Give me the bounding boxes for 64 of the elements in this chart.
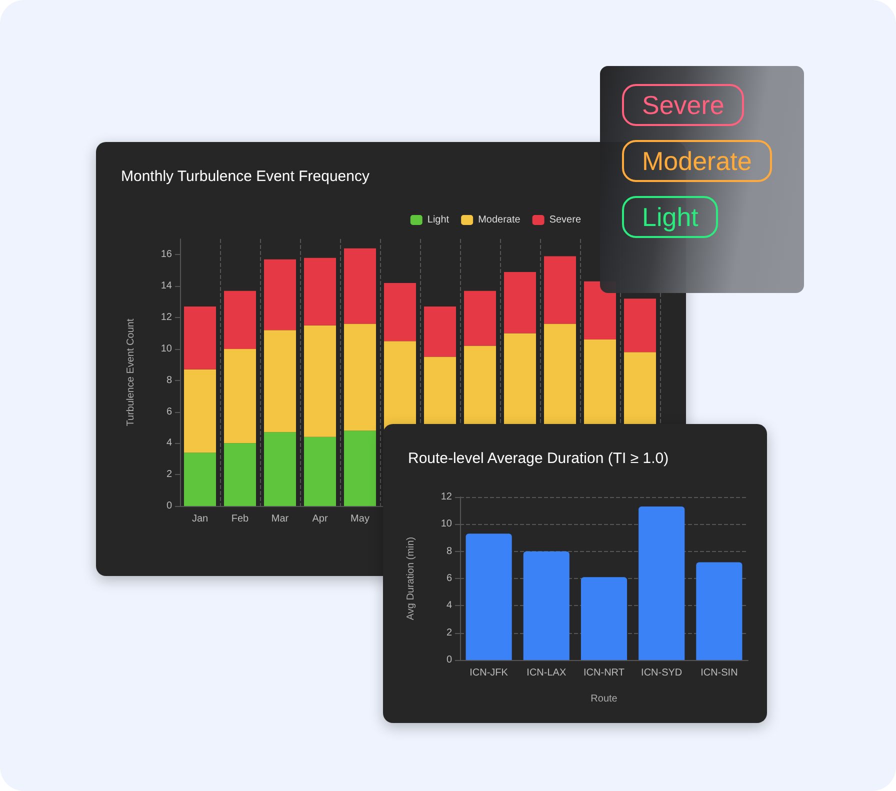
y-axis-title: Avg Duration (min) (406, 536, 416, 620)
bar (638, 506, 685, 660)
x-tick-label: Apr (312, 514, 328, 524)
bar (184, 369, 216, 453)
bar (184, 452, 216, 506)
y-tick-label: 14 (160, 280, 172, 292)
y-tick-label: 0 (166, 500, 172, 512)
y-tick-label: 10 (160, 343, 172, 354)
y-tick-label: 2 (446, 627, 452, 638)
y-tick-label: 6 (166, 406, 172, 418)
legend-label: Severe (549, 214, 582, 226)
bar (224, 348, 256, 444)
y-axis-title: Turbulence Event Count (126, 318, 136, 426)
chart-title: Route-level Average Duration (TI ≥ 1.0) (408, 450, 669, 467)
bar (696, 562, 742, 660)
y-tick-label: 0 (446, 654, 452, 666)
x-tick-label: ICN-SIN (700, 668, 738, 678)
bar (544, 256, 576, 324)
bar (264, 432, 296, 506)
label-pill: Severe (622, 84, 744, 126)
bar (304, 436, 336, 506)
y-tick-label: 4 (446, 600, 452, 612)
bar (264, 259, 296, 330)
legend-label: Moderate (478, 214, 521, 226)
x-tick-label: Mar (271, 514, 290, 524)
bar (224, 290, 256, 349)
chart-title: Monthly Turbulence Event Frequency (121, 168, 370, 185)
y-tick-label: 2 (166, 469, 172, 480)
legend-label: Light (427, 214, 450, 226)
bar (344, 324, 376, 431)
bar (584, 281, 616, 340)
x-tick-label: ICN-LAX (526, 668, 566, 678)
y-tick-label: 8 (166, 374, 172, 386)
bar (504, 272, 536, 334)
bar (304, 325, 336, 437)
x-tick-label: Jan (192, 514, 208, 524)
y-tick-label: 12 (440, 492, 452, 502)
x-tick-label: ICN-JFK (470, 668, 508, 678)
bar (344, 430, 376, 506)
x-tick-label: ICN-NRT (584, 668, 624, 678)
y-tick-label: 8 (446, 546, 452, 557)
y-tick-label: 10 (440, 518, 452, 530)
x-axis-title: Route (590, 694, 618, 704)
x-tick-label: ICN-SYD (641, 668, 682, 678)
bar (224, 443, 256, 506)
y-tick-label: 16 (160, 249, 172, 260)
y-tick-label: 6 (446, 573, 452, 584)
x-tick-label: May (350, 514, 370, 524)
bar (464, 290, 496, 346)
bar (184, 306, 216, 370)
bar (384, 282, 416, 342)
bar (264, 330, 296, 432)
bar (580, 577, 628, 660)
label-pill: Moderate (622, 140, 772, 182)
bar (344, 248, 376, 324)
bar (523, 551, 570, 660)
y-tick-label: 12 (160, 312, 172, 324)
y-tick-label: 4 (166, 438, 172, 449)
bar (304, 258, 336, 326)
bar (424, 306, 456, 357)
bar (624, 298, 656, 352)
x-tick-label: Feb (231, 514, 250, 524)
label-pill: Light (622, 196, 718, 238)
bar (466, 534, 512, 660)
